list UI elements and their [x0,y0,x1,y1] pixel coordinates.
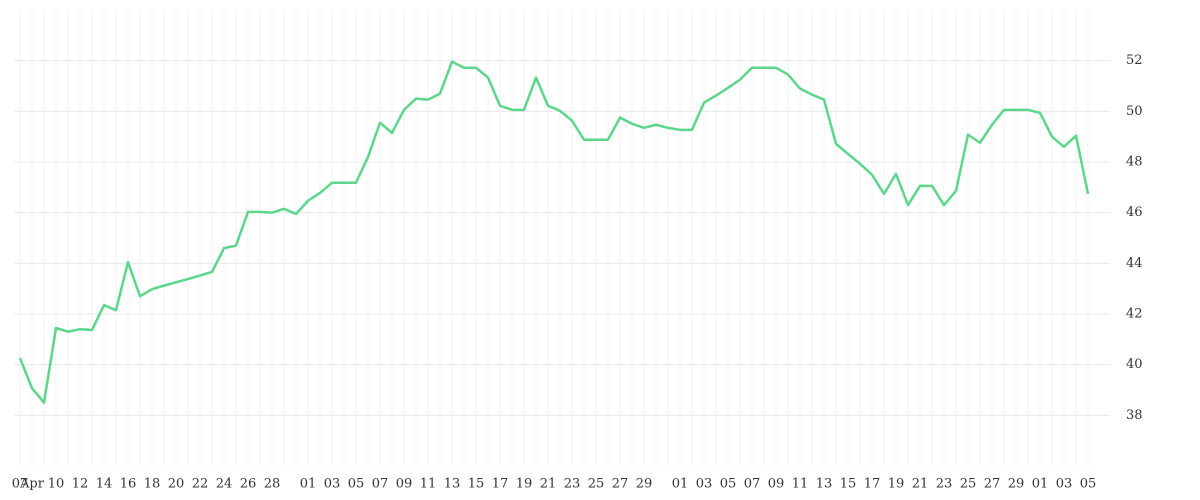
x-tick-label: 24 [216,477,233,492]
x-tick-label: 03 [696,477,713,492]
x-tick-label: 26 [240,477,257,492]
x-tick-label: 28 [264,477,281,492]
x-tick-label: 23 [564,477,581,492]
x-tick-label: 03 [324,477,341,492]
x-tick-label: 17 [492,477,509,492]
x-tick-label: 25 [588,477,605,492]
x-tick-label: Apr [19,477,45,492]
x-tick-label: 09 [768,477,785,492]
x-tick-label: 03 [1056,477,1073,492]
y-tick-label: 44 [1126,256,1143,271]
x-tick-label: 29 [636,477,653,492]
x-tick-label: 21 [540,477,557,492]
x-tick-label: 05 [1080,477,1097,492]
x-tick-label: 10 [48,477,65,492]
x-tick-label: 23 [936,477,953,492]
x-tick-label: 13 [444,477,461,492]
x-tick-label: 05 [348,477,365,492]
x-tick-label: 18 [144,477,161,492]
x-tick-label: 11 [420,477,437,492]
y-tick-label: 52 [1126,53,1143,68]
x-tick-label: 07 [12,477,29,492]
x-tick-label: 17 [864,477,881,492]
x-tick-label: 15 [468,477,485,492]
x-tick-label: 21 [912,477,929,492]
x-tick-label: 09 [396,477,413,492]
x-tick-label: 19 [516,477,533,492]
x-tick-label: 01 [300,477,317,492]
x-tick-label: 19 [888,477,905,492]
x-tick-label: 01 [672,477,689,492]
x-tick-label: 12 [72,477,89,492]
x-tick-label: 22 [192,477,209,492]
x-tick-label: 15 [840,477,857,492]
x-tick-label: 01 [1032,477,1049,492]
x-tick-label: 27 [612,477,629,492]
x-tick-label: 05 [720,477,737,492]
x-tick-label: 11 [792,477,809,492]
x-tick-label: 07 [372,477,389,492]
x-tick-label: 25 [960,477,977,492]
x-tick-label: 16 [120,477,137,492]
y-tick-label: 46 [1126,205,1143,220]
y-tick-label: 48 [1126,155,1143,170]
line [18,60,1090,404]
x-tick-label: 13 [816,477,833,492]
x-tick-label: 07 [744,477,761,492]
y-tick-label: 38 [1126,408,1143,423]
y-tick-label: 40 [1126,357,1143,372]
x-tick-label: 14 [96,477,113,492]
x-tick-label: 27 [984,477,1001,492]
x-tick-label: 29 [1008,477,1025,492]
y-tick-label: 42 [1126,307,1143,322]
x-tick-label: 20 [168,477,185,492]
y-tick-label: 50 [1126,104,1143,119]
